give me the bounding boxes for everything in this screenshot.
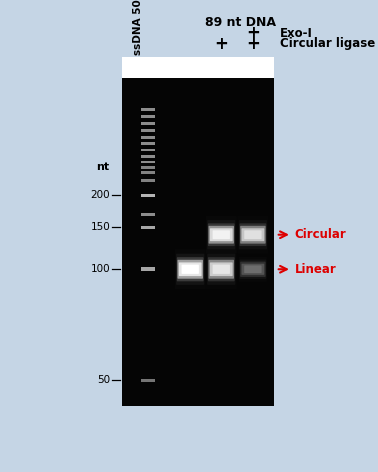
Text: Linear: Linear bbox=[295, 263, 336, 276]
FancyBboxPatch shape bbox=[240, 226, 266, 244]
FancyBboxPatch shape bbox=[240, 261, 266, 277]
Text: nt: nt bbox=[96, 162, 110, 172]
FancyBboxPatch shape bbox=[206, 249, 237, 289]
FancyBboxPatch shape bbox=[141, 143, 155, 145]
FancyBboxPatch shape bbox=[240, 260, 266, 279]
FancyBboxPatch shape bbox=[176, 253, 204, 285]
Text: Circular: Circular bbox=[295, 228, 347, 241]
Text: +: + bbox=[246, 24, 260, 42]
FancyBboxPatch shape bbox=[239, 220, 267, 249]
FancyBboxPatch shape bbox=[212, 265, 230, 274]
FancyBboxPatch shape bbox=[177, 257, 204, 281]
FancyBboxPatch shape bbox=[141, 149, 155, 152]
Text: +: + bbox=[214, 35, 228, 53]
FancyBboxPatch shape bbox=[244, 265, 262, 273]
FancyBboxPatch shape bbox=[210, 262, 232, 276]
Text: ssDNA 50: ssDNA 50 bbox=[133, 0, 143, 55]
FancyBboxPatch shape bbox=[209, 260, 234, 278]
FancyBboxPatch shape bbox=[141, 379, 155, 381]
FancyBboxPatch shape bbox=[206, 216, 237, 253]
FancyBboxPatch shape bbox=[207, 253, 235, 285]
FancyBboxPatch shape bbox=[207, 220, 235, 249]
FancyBboxPatch shape bbox=[175, 249, 206, 289]
FancyBboxPatch shape bbox=[181, 265, 199, 274]
FancyBboxPatch shape bbox=[242, 264, 264, 275]
Text: Circular ligase: Circular ligase bbox=[280, 37, 375, 51]
FancyBboxPatch shape bbox=[240, 223, 266, 246]
Text: 150: 150 bbox=[90, 222, 110, 232]
FancyBboxPatch shape bbox=[141, 155, 155, 158]
FancyBboxPatch shape bbox=[141, 136, 155, 139]
FancyBboxPatch shape bbox=[239, 257, 267, 282]
FancyBboxPatch shape bbox=[242, 228, 264, 241]
FancyBboxPatch shape bbox=[212, 230, 230, 239]
FancyBboxPatch shape bbox=[178, 260, 203, 278]
FancyBboxPatch shape bbox=[210, 228, 232, 241]
FancyBboxPatch shape bbox=[122, 15, 274, 78]
FancyBboxPatch shape bbox=[141, 171, 155, 174]
FancyBboxPatch shape bbox=[141, 166, 155, 169]
FancyBboxPatch shape bbox=[237, 216, 268, 253]
FancyBboxPatch shape bbox=[122, 78, 274, 405]
Text: Exo-I: Exo-I bbox=[280, 26, 313, 40]
FancyBboxPatch shape bbox=[244, 230, 262, 239]
FancyBboxPatch shape bbox=[141, 194, 155, 197]
FancyBboxPatch shape bbox=[141, 160, 155, 163]
FancyBboxPatch shape bbox=[179, 262, 201, 276]
FancyBboxPatch shape bbox=[141, 179, 155, 182]
FancyBboxPatch shape bbox=[141, 213, 155, 216]
Text: 89 nt DNA: 89 nt DNA bbox=[204, 16, 276, 29]
Text: +: + bbox=[246, 35, 260, 53]
Text: 50: 50 bbox=[97, 375, 110, 385]
FancyBboxPatch shape bbox=[209, 226, 234, 244]
FancyBboxPatch shape bbox=[208, 223, 235, 246]
FancyBboxPatch shape bbox=[141, 115, 155, 118]
FancyBboxPatch shape bbox=[141, 268, 155, 271]
FancyBboxPatch shape bbox=[141, 226, 155, 229]
FancyBboxPatch shape bbox=[141, 129, 155, 132]
Text: 100: 100 bbox=[91, 264, 110, 274]
FancyBboxPatch shape bbox=[208, 257, 235, 281]
FancyBboxPatch shape bbox=[141, 108, 155, 111]
FancyBboxPatch shape bbox=[141, 122, 155, 126]
FancyBboxPatch shape bbox=[237, 253, 268, 285]
Text: 200: 200 bbox=[91, 191, 110, 201]
